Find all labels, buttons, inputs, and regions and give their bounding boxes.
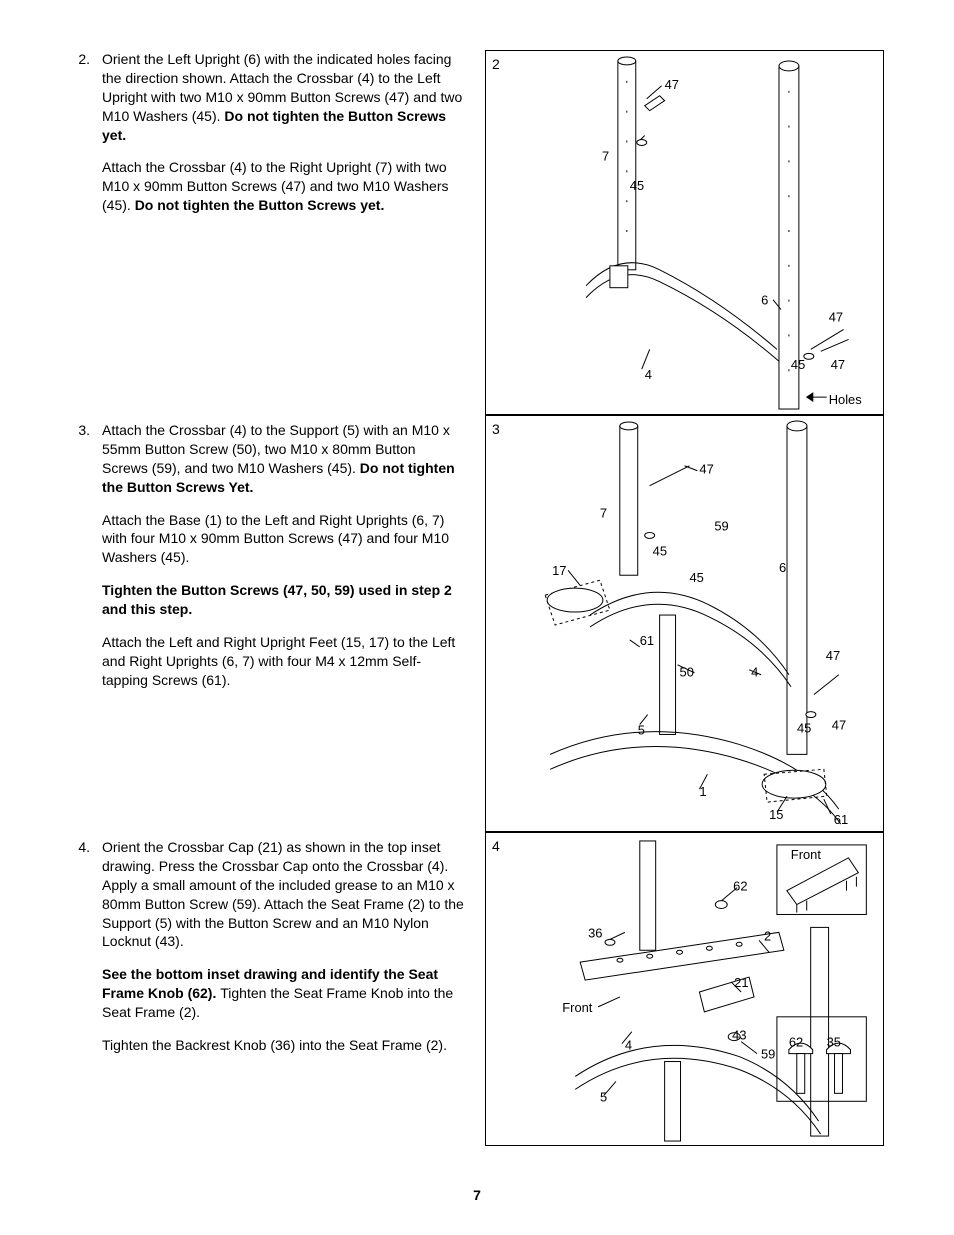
callout-label: 7 [602,148,609,163]
callout-label: 45 [797,720,811,735]
callout-label: Front [791,847,822,862]
diagrams-column: 24774564745474Holes347759456174561475044… [485,50,884,1146]
callout-label: 5 [638,722,645,737]
callout-label: 6 [779,560,786,575]
callout-label: 15 [769,807,783,822]
callout-label: Holes [829,392,862,407]
diagram-svg: 47 7 59 45 6 17 45 61 47 50 4 45 47 5 1 15 61 [486,416,883,831]
step-number: 3. [70,421,90,832]
callout-label: 45 [630,178,644,193]
instructions-column: 2.Orient the Left Upright (6) with the i… [70,50,465,1146]
text: Orient the Crossbar Cap (21) as shown in… [102,839,464,949]
bold-text: Tighten the Button Screws (47, 50, 59) u… [102,582,452,617]
step-paragraph: Orient the Left Upright (6) with the ind… [102,50,465,144]
step-paragraph: Attach the Base (1) to the Left and Righ… [102,511,465,568]
step-paragraph: Orient the Crossbar Cap (21) as shown in… [102,838,465,951]
diagram-svg: Front 62 36 2 21 Front 62 35 43 4 59 5 [486,833,883,1145]
step-paragraph: Attach the Left and Right Upright Feet (… [102,633,465,690]
step-body: Attach the Crossbar (4) to the Support (… [102,421,465,832]
callout-label: 45 [791,357,805,372]
diagram-2: 2 47 7 45 6 47 45 47 4 Holes [485,50,884,415]
callout-label: 61 [640,633,654,648]
callout-label: 47 [699,462,713,477]
step-number: 2. [70,50,90,415]
callout-label: 45 [689,570,703,585]
step-paragraph: See the bottom inset drawing and identif… [102,965,465,1022]
callout-label: 45 [653,543,667,558]
page-content: 2.Orient the Left Upright (6) with the i… [70,50,884,1146]
callout-label: 1 [699,784,706,799]
callout-label: 59 [761,1047,775,1062]
callout-label: 7 [600,506,607,521]
diagram-step-number: 4 [492,837,500,856]
diagram-step-number: 2 [492,55,500,74]
callout-label: 47 [829,310,843,325]
callout-label: 47 [831,357,845,372]
diagram-step-number: 3 [492,420,500,439]
diagram-svg: 47 7 45 6 47 45 47 4 Holes [486,51,883,414]
text: Tighten the Backrest Knob (36) into the … [102,1037,447,1053]
callout-label: Front [562,1000,593,1015]
step-body: Orient the Left Upright (6) with the ind… [102,50,465,415]
callout-label: 50 [680,665,694,680]
callout-label: 2 [764,928,771,943]
assembly-step: 4.Orient the Crossbar Cap (21) as shown … [70,832,465,1146]
callout-label: 5 [600,1089,607,1104]
step-number: 4. [70,838,90,1146]
callout-label: 47 [826,648,840,663]
callout-label: 62 [733,879,747,894]
assembly-step: 3.Attach the Crossbar (4) to the Support… [70,415,465,832]
diagram-3: 3 47 7 59 45 6 17 45 61 47 50 4 45 47 5 1 15 61 [485,415,884,832]
step-body: Orient the Crossbar Cap (21) as shown in… [102,838,465,1146]
callout-label: 47 [665,77,679,92]
callout-label: 4 [625,1038,632,1053]
callout-label: 4 [645,367,652,382]
callout-label: 36 [588,925,602,940]
step-paragraph: Attach the Crossbar (4) to the Support (… [102,421,465,497]
bold-text: Do not tighten the Button Screws yet. [135,197,385,213]
callout-label: 17 [552,563,566,578]
callout-label: 43 [732,1028,746,1043]
diagram-4: 4 Front 62 36 2 21 Front 62 35 43 4 59 5 [485,832,884,1146]
page-number: 7 [0,1186,954,1205]
step-paragraph: Tighten the Backrest Knob (36) into the … [102,1036,465,1055]
assembly-step: 2.Orient the Left Upright (6) with the i… [70,50,465,415]
callout-label: 4 [751,665,758,680]
step-paragraph: Tighten the Button Screws (47, 50, 59) u… [102,581,465,619]
callout-label: 35 [827,1035,841,1050]
callout-label: 47 [832,717,846,732]
text: Attach the Base (1) to the Left and Righ… [102,512,449,566]
callout-label: 61 [834,812,848,827]
text: Attach the Left and Right Upright Feet (… [102,634,455,688]
step-paragraph: Attach the Crossbar (4) to the Right Upr… [102,158,465,215]
callout-label: 6 [761,293,768,308]
callout-label: 21 [734,975,748,990]
callout-label: 62 [789,1035,803,1050]
callout-label: 59 [714,518,728,533]
